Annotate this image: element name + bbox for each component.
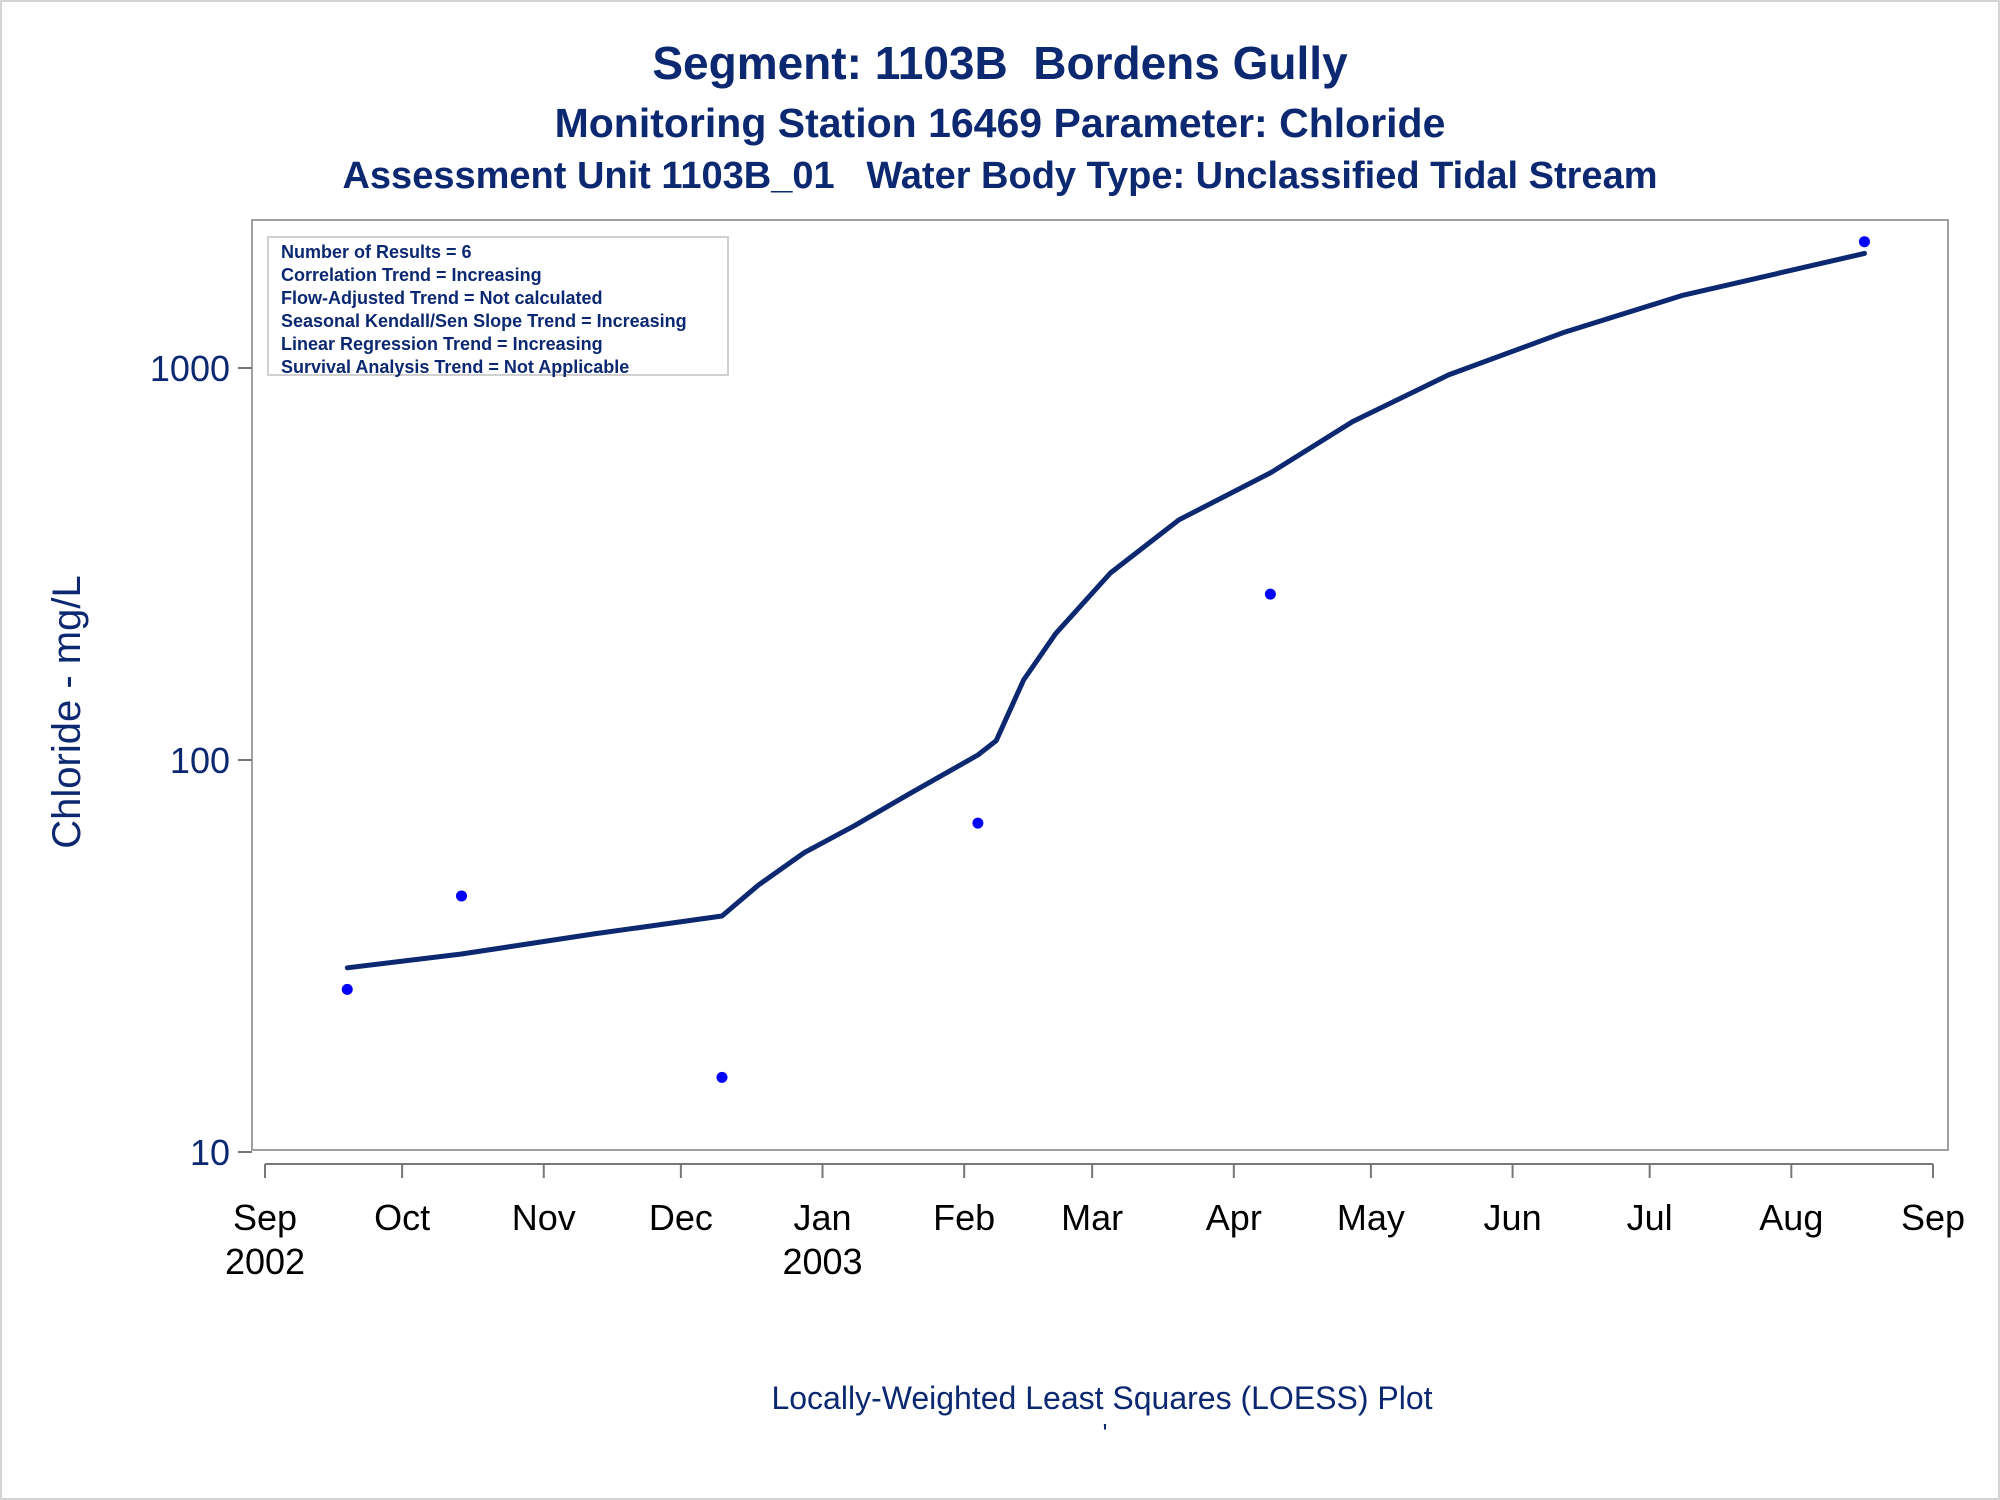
- legend-line-results: Number of Results = 6: [281, 242, 472, 262]
- loess-line: [344, 250, 1867, 971]
- legend-line-seasonal-kendall: Seasonal Kendall/Sen Slope Trend = Incre…: [281, 311, 687, 331]
- footer-caption: Locally-Weighted Least Squares (LOESS) P…: [771, 1380, 1433, 1416]
- y-tick-label-0: 10: [190, 1132, 230, 1173]
- y-tick-label-1: 100: [170, 740, 230, 781]
- y-tick-label-2: 1000: [150, 348, 230, 389]
- x-tick-label-1: Oct: [374, 1197, 430, 1238]
- x-tick-label-7: Apr: [1206, 1197, 1262, 1238]
- x-tick-label-11: Aug: [1759, 1197, 1823, 1238]
- legend-line-survival: Survival Analysis Trend = Not Applicable: [281, 357, 630, 377]
- x-tick-label-4: Jan: [793, 1197, 851, 1238]
- data-point-1: [456, 890, 468, 902]
- footer-mark: ': [1102, 1418, 1108, 1448]
- legend-line-flow-adjusted: Flow-Adjusted Trend = Not calculated: [281, 288, 603, 308]
- x-tick-label-3: Dec: [649, 1197, 713, 1238]
- chart-title: Segment: 1103B Bordens Gully: [652, 37, 1348, 89]
- trend-legend: Number of Results = 6 Correlation Trend …: [267, 236, 729, 377]
- y-axis: 10 100 1000: [150, 348, 252, 1173]
- y-axis-label: Chloride - mg/L: [45, 575, 89, 848]
- data-point-2: [716, 1071, 728, 1083]
- legend-line-linear-regression: Linear Regression Trend = Increasing: [281, 334, 603, 354]
- x-tick-label-9: Jun: [1484, 1197, 1542, 1238]
- legend-line-correlation: Correlation Trend = Increasing: [281, 265, 542, 285]
- x-tick-label-5: Feb: [933, 1197, 995, 1238]
- x-tick-label-8: May: [1337, 1197, 1405, 1238]
- data-point-0: [341, 983, 353, 995]
- data-point-4: [1264, 588, 1276, 600]
- x-tick-year-4: 2003: [782, 1241, 862, 1282]
- points-layer: [341, 236, 1870, 1083]
- data-point-3: [972, 817, 984, 829]
- chart-subtitle-station: Monitoring Station 16469 Parameter: Chlo…: [554, 100, 1446, 146]
- chart-subtitle-assessment: Assessment Unit 1103B_01 Water Body Type…: [342, 155, 1658, 197]
- x-tick-label-6: Mar: [1061, 1197, 1123, 1238]
- data-point-5: [1858, 236, 1870, 248]
- x-tick-label-10: Jul: [1627, 1197, 1673, 1238]
- x-tick-label-12: Sep: [1901, 1197, 1965, 1238]
- x-tick-year-0: 2002: [225, 1241, 305, 1282]
- x-tick-label-2: Nov: [512, 1197, 576, 1238]
- x-tick-label-0: Sep: [233, 1197, 297, 1238]
- loess-layer: [344, 250, 1867, 971]
